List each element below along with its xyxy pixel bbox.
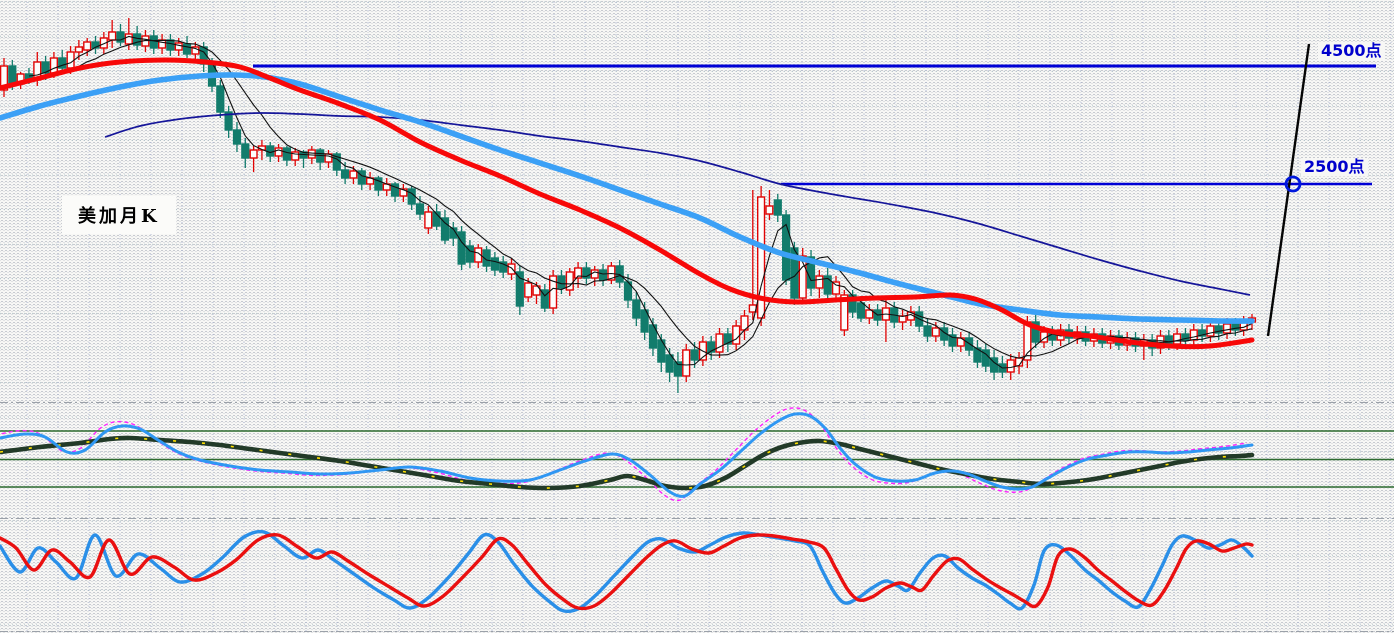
symbol-label[interactable]: 美加月K (62, 196, 176, 234)
mid-blue-line (0, 412, 1254, 498)
level-marker-circle[interactable] (1284, 175, 1302, 193)
mid-dark-line (0, 435, 1255, 491)
ma-fast-red (0, 57, 1255, 350)
candles (0, 18, 1257, 393)
mid-yellow-line (0, 437, 1253, 489)
lower-level-label[interactable]: 2500点 (1301, 157, 1368, 177)
indicator-panel-bottom (0, 529, 1254, 614)
ma-thin-black-9 (70, 39, 1253, 359)
bottom-blue-line (0, 529, 1254, 614)
bottom-red-line (0, 532, 1254, 611)
ma-thin-black-4 (28, 35, 1253, 369)
ma-long-navy (104, 112, 1251, 296)
upper-level-label[interactable]: 4500点 (1318, 41, 1385, 61)
ma-slow-blue (0, 72, 1255, 324)
indicator-panel-middle (0, 407, 1394, 502)
